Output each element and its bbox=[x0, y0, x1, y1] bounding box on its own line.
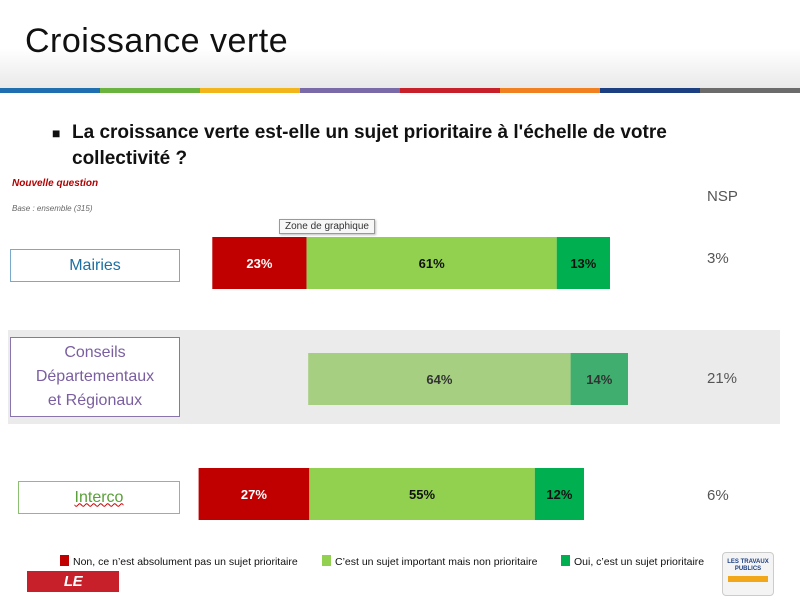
row-label-text: Départementaux bbox=[35, 368, 155, 385]
legend-label: Non, ce n’est absolument pas un sujet pr… bbox=[73, 556, 298, 568]
stripe-segment bbox=[300, 88, 400, 93]
legend-item-oui: Oui, c’est un sujet prioritaire bbox=[561, 555, 704, 568]
stripe-segment bbox=[400, 88, 500, 93]
bar-value-label: 14% bbox=[586, 372, 612, 387]
stripe-segment bbox=[0, 88, 100, 93]
logo-text: LES TRAVAUX PUBLICS bbox=[727, 559, 769, 572]
stripe-segment bbox=[700, 88, 800, 93]
nsp-value-interco: 6% bbox=[707, 487, 729, 504]
row-label-interco: Interco bbox=[18, 481, 180, 514]
bar-segment[interactable] bbox=[570, 353, 628, 405]
logo-bar bbox=[728, 576, 768, 582]
legend-item-important: C’est un sujet important mais non priori… bbox=[322, 555, 538, 568]
row-label-text: Mairies bbox=[69, 256, 121, 274]
travaux-publics-logo: LES TRAVAUX PUBLICS bbox=[722, 552, 774, 596]
nsp-value-conseils: 21% bbox=[707, 370, 738, 387]
base-note: Base : ensemble (315) bbox=[12, 204, 93, 213]
title-band bbox=[0, 0, 800, 88]
bar-value-label: 55% bbox=[409, 487, 435, 502]
bar-segment[interactable] bbox=[534, 468, 584, 520]
legend-label: Oui, c’est un sujet prioritaire bbox=[574, 556, 705, 568]
stripe-segment bbox=[100, 88, 200, 93]
chart-area-tooltip: Zone de graphique bbox=[279, 219, 375, 234]
nsp-value-mairies: 3% bbox=[707, 250, 729, 267]
legend-swatch bbox=[322, 555, 331, 566]
row-label-mairies: Mairies bbox=[10, 249, 180, 282]
bar-segment[interactable] bbox=[198, 468, 310, 520]
row-label-text: Interco bbox=[74, 488, 124, 506]
bar-segment[interactable] bbox=[212, 237, 307, 289]
bar-segment[interactable] bbox=[556, 237, 610, 289]
bar-segment[interactable] bbox=[306, 237, 557, 289]
bar-value-label: 12% bbox=[546, 487, 572, 502]
slide-title: Croissance verte bbox=[25, 22, 289, 60]
bar-value-label: 64% bbox=[426, 372, 452, 387]
stripe-segment bbox=[200, 88, 300, 93]
new-question-note: Nouvelle question bbox=[12, 178, 99, 189]
row-label-text: Conseils bbox=[64, 344, 126, 361]
row-label-text: et Régionaux bbox=[47, 392, 143, 409]
bar-segment[interactable] bbox=[309, 468, 535, 520]
bar-value-label: 23% bbox=[246, 256, 272, 271]
bar-value-label: 61% bbox=[419, 256, 445, 271]
bar-segment[interactable] bbox=[308, 353, 571, 405]
stripe-segment bbox=[600, 88, 700, 93]
stripe-segment bbox=[500, 88, 600, 93]
le-moniteur-logo: LE MONITEUR bbox=[27, 571, 119, 611]
bar-value-label: 27% bbox=[241, 487, 267, 502]
question-text: La croissance verte est-elle un sujet pr… bbox=[72, 122, 667, 169]
color-stripe bbox=[0, 88, 800, 93]
legend-swatch bbox=[60, 555, 69, 566]
legend-swatch bbox=[561, 555, 570, 566]
row-label-conseils: Conseils Départementaux et Régionaux bbox=[10, 337, 180, 417]
bar-value-label: 13% bbox=[570, 256, 596, 271]
bullet-icon: ■ bbox=[52, 125, 61, 141]
legend-label: C’est un sujet important mais non priori… bbox=[335, 556, 538, 568]
nsp-header: NSP bbox=[707, 188, 738, 205]
legend-item-non: Non, ce n’est absolument pas un sujet pr… bbox=[60, 555, 298, 568]
